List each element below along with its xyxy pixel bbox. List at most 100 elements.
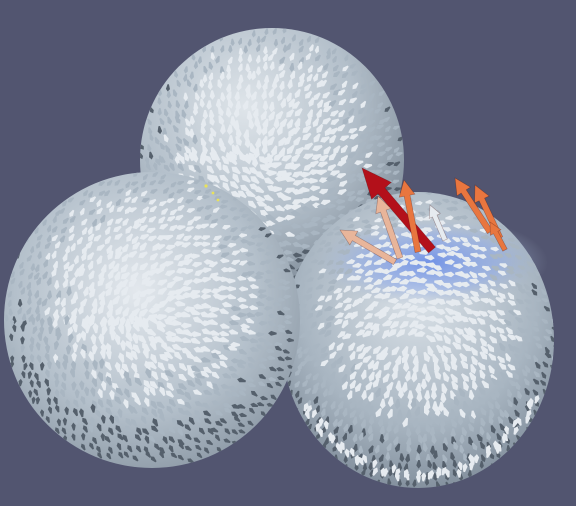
vector-glyph <box>344 448 350 458</box>
vector-glyph <box>514 409 520 418</box>
vector-glyph <box>299 231 309 237</box>
vector-glyph <box>139 233 150 240</box>
vector-glyph <box>533 371 540 378</box>
vector-glyph <box>374 108 381 114</box>
vector-glyph <box>73 399 79 408</box>
vector-glyph <box>219 361 228 368</box>
vector-glyph <box>347 223 355 229</box>
vector-glyph <box>10 277 16 285</box>
vector-glyph <box>61 427 67 435</box>
vector-glyph <box>368 415 375 426</box>
vector-glyph <box>479 441 486 450</box>
vector-glyph <box>113 415 120 424</box>
vector-glyph <box>183 66 188 74</box>
vector-glyph <box>166 280 176 288</box>
vector-glyph <box>450 360 458 371</box>
vector-glyph <box>551 326 554 332</box>
vector-glyph <box>163 164 171 172</box>
vector-glyph <box>524 328 533 335</box>
vector-glyph <box>505 326 513 335</box>
vector-glyph <box>7 299 12 308</box>
vector-glyph <box>61 381 67 391</box>
vector-glyph <box>36 277 42 286</box>
vector-glyph <box>324 330 332 338</box>
vector-glyph <box>404 468 409 478</box>
vector-glyph <box>118 451 124 459</box>
vector-glyph <box>425 371 432 383</box>
vector-glyph <box>384 106 391 112</box>
vector-glyph <box>282 240 292 246</box>
vector-glyph <box>543 305 551 312</box>
vector-glyph <box>91 304 98 316</box>
vector-glyph <box>202 366 212 374</box>
vector-glyph <box>453 263 464 269</box>
vector-glyph <box>531 326 540 332</box>
vector-glyph <box>97 371 104 382</box>
vector-glyph <box>185 434 192 441</box>
vector-glyph <box>107 218 114 226</box>
vector-glyph <box>225 278 236 284</box>
vector-glyph <box>341 381 349 391</box>
vector-glyph <box>396 310 406 318</box>
vector-glyph <box>212 383 220 391</box>
vector-glyph <box>459 215 469 220</box>
vector-glyph <box>333 226 341 231</box>
vector-glyph <box>507 399 513 408</box>
vector-glyph <box>201 235 211 241</box>
vector-glyph <box>524 299 533 305</box>
vector-glyph <box>188 165 197 173</box>
vector-glyph <box>306 35 312 43</box>
vector-glyph <box>298 39 304 47</box>
vector-glyph <box>364 283 375 290</box>
vector-glyph <box>394 472 400 482</box>
vector-glyph <box>349 350 356 361</box>
vector-glyph <box>171 343 183 351</box>
vector-glyph <box>272 229 282 236</box>
vector-glyph <box>60 307 66 317</box>
vector-glyph <box>130 272 139 281</box>
vector-glyph <box>210 362 221 369</box>
vector-glyph <box>97 277 105 287</box>
vector-glyph <box>46 290 52 300</box>
vector-glyph <box>406 311 418 318</box>
vector-glyph <box>317 260 325 265</box>
vector-glyph <box>81 251 87 262</box>
vector-glyph <box>44 242 51 249</box>
vector-glyph <box>415 297 427 304</box>
arrow-glyph-icon <box>428 204 448 242</box>
vector-glyph <box>204 214 212 220</box>
vector-glyph <box>157 108 162 116</box>
vector-glyph <box>106 307 114 319</box>
vector-glyph <box>184 424 192 431</box>
vector-glyph <box>490 425 496 434</box>
vector-glyph <box>450 418 458 428</box>
vector-glyph <box>26 307 32 315</box>
vector-glyph <box>219 257 230 264</box>
sphere-left[interactable] <box>0 171 300 468</box>
vector-glyph <box>200 370 210 378</box>
vector-glyph <box>286 337 294 343</box>
vector-glyph <box>276 254 284 259</box>
vector-glyph <box>167 100 172 109</box>
vector-glyph <box>131 235 139 245</box>
vector-glyph <box>236 275 247 281</box>
vector-glyph <box>139 262 149 270</box>
vector-glyph <box>39 317 45 327</box>
vector-glyph <box>454 252 465 259</box>
vector-glyph <box>21 354 26 363</box>
vector-glyph <box>486 449 492 458</box>
vector-glyph <box>283 294 291 300</box>
vector-glyph <box>177 163 185 172</box>
vector-glyph <box>128 207 137 213</box>
vector-glyph <box>165 330 177 337</box>
vector-glyph <box>181 347 192 355</box>
vector-glyph <box>309 185 320 192</box>
vector-glyph <box>319 240 327 246</box>
vector-glyph <box>63 270 69 281</box>
vector-glyph <box>256 36 261 44</box>
vector-glyph <box>20 287 26 295</box>
vector-glyph <box>386 381 394 392</box>
vector-glyph <box>381 329 390 340</box>
vector-glyph <box>241 175 251 183</box>
